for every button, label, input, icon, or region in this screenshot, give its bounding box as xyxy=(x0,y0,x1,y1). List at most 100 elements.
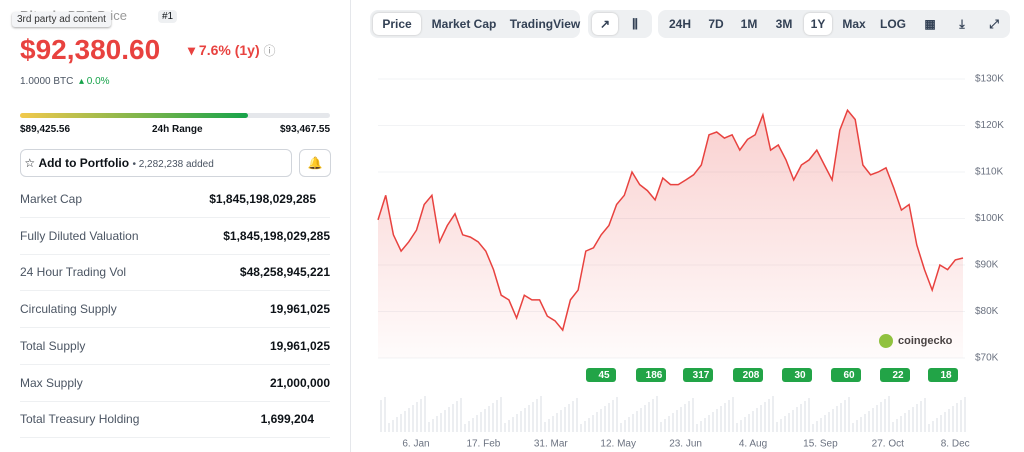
volume-bar xyxy=(828,412,830,432)
volume-bar xyxy=(428,422,430,432)
change-value: 7.6% (1y) xyxy=(198,42,260,58)
volume-bar xyxy=(388,423,390,432)
volume-bar xyxy=(908,410,910,432)
volume-bar xyxy=(872,408,874,432)
volume-bar xyxy=(720,406,722,432)
y-tick-label: $120K xyxy=(975,120,1004,131)
volume-bar xyxy=(612,400,614,432)
volume-bar xyxy=(656,396,658,432)
volume-bar xyxy=(784,416,786,432)
volume-bar xyxy=(636,411,638,432)
stat-row: 24 Hour Trading Vol $48,258,945,221 xyxy=(20,254,330,292)
range-high: $93,467.55 xyxy=(280,124,331,135)
badge xyxy=(733,368,763,382)
range-tab[interactable]: 1Y xyxy=(804,13,832,35)
volume-bar xyxy=(640,408,642,432)
tooltip: 3rd party ad content xyxy=(12,12,111,27)
volume-bar xyxy=(416,402,418,432)
volume-bar xyxy=(380,400,382,432)
range-tab[interactable]: LOG xyxy=(880,17,906,31)
y-tick-label: $90K xyxy=(975,260,999,271)
volume-bar xyxy=(520,411,522,432)
stat-row: Fully Diluted Valuation $1,845,198,029,28… xyxy=(20,218,330,255)
volume-bar xyxy=(664,419,666,432)
volume-bar xyxy=(548,419,550,432)
change: ▾ 7.6% (1y) ⓘ xyxy=(188,42,276,58)
volume-bar xyxy=(792,410,794,432)
x-tick-label: 15. Sep xyxy=(803,439,838,450)
stat-value: $48,258,945,221 xyxy=(239,265,330,280)
stat-label: Total Treasury Holding xyxy=(20,412,140,427)
volume-bar xyxy=(524,408,526,432)
range-label: 24h Range xyxy=(152,124,203,135)
stat-value: 19,961,025 xyxy=(269,338,330,353)
stat-value: 21,000,000 xyxy=(269,375,330,390)
volume-bar xyxy=(928,424,930,432)
stat-label: Max Supply xyxy=(20,375,83,390)
volume-bar xyxy=(944,412,946,432)
volume-bar xyxy=(892,422,894,432)
volume-bar xyxy=(492,403,494,432)
volume-bar xyxy=(688,401,690,432)
volume-bar xyxy=(856,420,858,432)
volume-bar xyxy=(912,407,914,432)
candle-icon[interactable]: ⫼ xyxy=(632,17,638,31)
range-tab[interactable]: 3M xyxy=(775,17,793,31)
stat-value: 19,961,025 xyxy=(269,302,330,317)
volume-bar xyxy=(684,404,686,432)
volume-bar xyxy=(412,405,414,432)
stat-row: Total Supply 19,961,025 xyxy=(20,328,330,365)
tab[interactable]: Price xyxy=(373,13,421,35)
stat-label: Total Supply xyxy=(20,338,86,353)
volume-bar xyxy=(852,423,854,432)
volume-bar xyxy=(960,400,962,432)
volume-bar xyxy=(512,417,514,432)
volume-bar xyxy=(876,405,878,432)
volume-bar xyxy=(608,403,610,432)
volume-bar xyxy=(584,421,586,432)
volume-bar xyxy=(680,407,682,432)
volume-bar xyxy=(800,404,802,432)
range-tab[interactable]: 7D xyxy=(708,17,724,31)
stat-label: 24 Hour Trading Vol xyxy=(20,265,127,280)
portfolio: Add to Portfolio xyxy=(38,156,130,170)
calendar-icon[interactable]: ▦ xyxy=(924,17,936,31)
tab[interactable]: Market Cap xyxy=(431,17,497,31)
x-tick-label: 27. Oct xyxy=(872,439,904,450)
range-tab[interactable]: 24H xyxy=(668,17,691,31)
volume-bar xyxy=(540,396,542,432)
volume-bar xyxy=(420,399,422,432)
download-icon[interactable]: ⤓ xyxy=(959,17,965,31)
volume-bar xyxy=(772,396,774,432)
line-icon[interactable]: ↗ xyxy=(592,13,618,35)
volume xyxy=(380,396,966,432)
volume-bar xyxy=(460,398,462,432)
badge xyxy=(683,368,713,382)
volume-bar xyxy=(648,402,650,432)
tab[interactable]: TradingView xyxy=(509,17,581,31)
volume-bar xyxy=(776,422,778,432)
volume-bar xyxy=(940,415,942,432)
volume-bar xyxy=(868,411,870,432)
volume-bar xyxy=(588,418,590,432)
range-tab[interactable]: Max xyxy=(842,17,866,31)
range-tab[interactable]: 1M xyxy=(740,17,758,31)
expand-icon[interactable]: ⤢ xyxy=(989,17,999,31)
volume-bar xyxy=(924,398,926,432)
badge-label: 30 xyxy=(794,370,806,381)
volume-bar xyxy=(404,411,406,432)
volume-bar xyxy=(712,412,714,432)
volume-bar xyxy=(484,409,486,432)
volume-bar xyxy=(400,414,402,432)
volume-bar xyxy=(508,420,510,432)
volume-bar xyxy=(564,407,566,432)
volume-bar xyxy=(452,404,454,432)
alert-button[interactable]: 🔔 xyxy=(299,149,331,177)
volume-bar xyxy=(864,414,866,432)
volume-bar xyxy=(956,403,958,432)
portfolio-button[interactable]: ☆ Add to Portfolio • 2,282,238 added xyxy=(20,149,292,177)
volume-bar xyxy=(472,418,474,432)
volume-bar xyxy=(592,415,594,432)
volume-bar xyxy=(448,407,450,432)
